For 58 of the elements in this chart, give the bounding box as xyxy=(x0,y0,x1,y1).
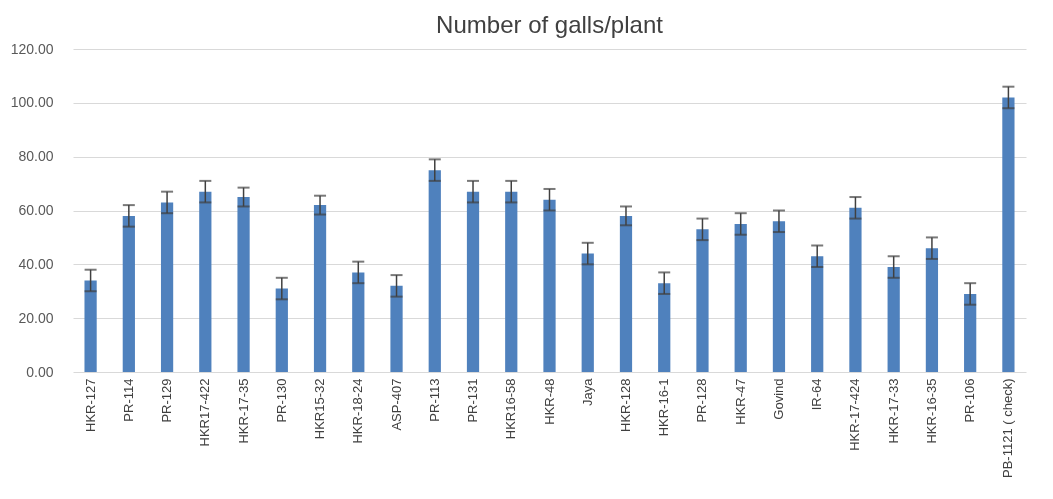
x-tick-label: PR-129 xyxy=(159,378,175,423)
x-tick-label: PR-128 xyxy=(694,378,710,423)
bar xyxy=(619,215,633,372)
x-tick-label: Govind xyxy=(770,378,786,420)
bar xyxy=(964,293,977,372)
bar xyxy=(811,256,824,372)
y-tick-label: 120.00 xyxy=(10,40,54,57)
bar xyxy=(887,267,900,372)
bar xyxy=(199,191,212,372)
bar xyxy=(925,248,939,372)
x-tick-label: HKR-18-24 xyxy=(350,378,366,444)
x-tick-label: HKR17-422 xyxy=(197,378,213,447)
y-tick-label: 100.00 xyxy=(10,94,54,111)
bar xyxy=(734,223,747,372)
bar xyxy=(466,191,480,372)
bar xyxy=(772,221,786,372)
x-tick-label: PR-114 xyxy=(120,378,136,422)
x-tick-label: HKR-128 xyxy=(617,378,633,432)
y-tick-label: 0.00 xyxy=(26,363,54,380)
y-tick-label: 40.00 xyxy=(18,255,54,272)
x-tick-label: HKR-16-1 xyxy=(656,378,672,437)
bar xyxy=(237,197,250,372)
x-tick-label: PR-113 xyxy=(426,378,442,422)
bar xyxy=(581,253,594,372)
bar xyxy=(505,191,518,372)
bar xyxy=(849,207,862,372)
bar xyxy=(390,285,403,372)
bar xyxy=(1002,97,1015,372)
bar xyxy=(658,283,671,372)
bar xyxy=(352,272,365,372)
x-tick-label: PR-130 xyxy=(273,378,289,423)
x-tick-label: ASP-407 xyxy=(388,378,404,431)
x-tick-label: HKR-16-35 xyxy=(923,378,939,444)
bar xyxy=(428,170,441,372)
y-tick-label: 20.00 xyxy=(18,309,54,326)
bar xyxy=(275,288,288,372)
bar xyxy=(160,202,174,372)
bar xyxy=(84,280,97,372)
x-tick-label: HKR-47 xyxy=(732,378,748,425)
bar xyxy=(696,229,709,372)
x-tick-label: HKR-17-424 xyxy=(847,378,863,451)
x-tick-label: PR-106 xyxy=(962,378,978,423)
x-tick-label: HKR-17-33 xyxy=(885,378,901,444)
bar xyxy=(122,215,135,372)
bar xyxy=(543,199,556,372)
y-tick-label: 80.00 xyxy=(18,148,54,165)
x-tick-label: HKR16-58 xyxy=(503,378,519,440)
chart-title: Number of galls/plant xyxy=(436,11,664,38)
x-tick-label: PR-131 xyxy=(465,378,481,423)
x-tick-label: IR-64 xyxy=(809,378,825,411)
y-tick-label: 60.00 xyxy=(18,202,54,218)
x-tick-label: PB-1121 ( check) xyxy=(1000,378,1016,478)
bar xyxy=(313,205,327,372)
x-tick-label: Jaya xyxy=(579,377,595,406)
x-tick-label: HKR15-32 xyxy=(312,378,328,440)
x-tick-label: HKR-127 xyxy=(82,378,98,432)
x-tick-label: HKR-48 xyxy=(541,378,557,425)
x-tick-label: HKR-17-35 xyxy=(235,378,251,444)
